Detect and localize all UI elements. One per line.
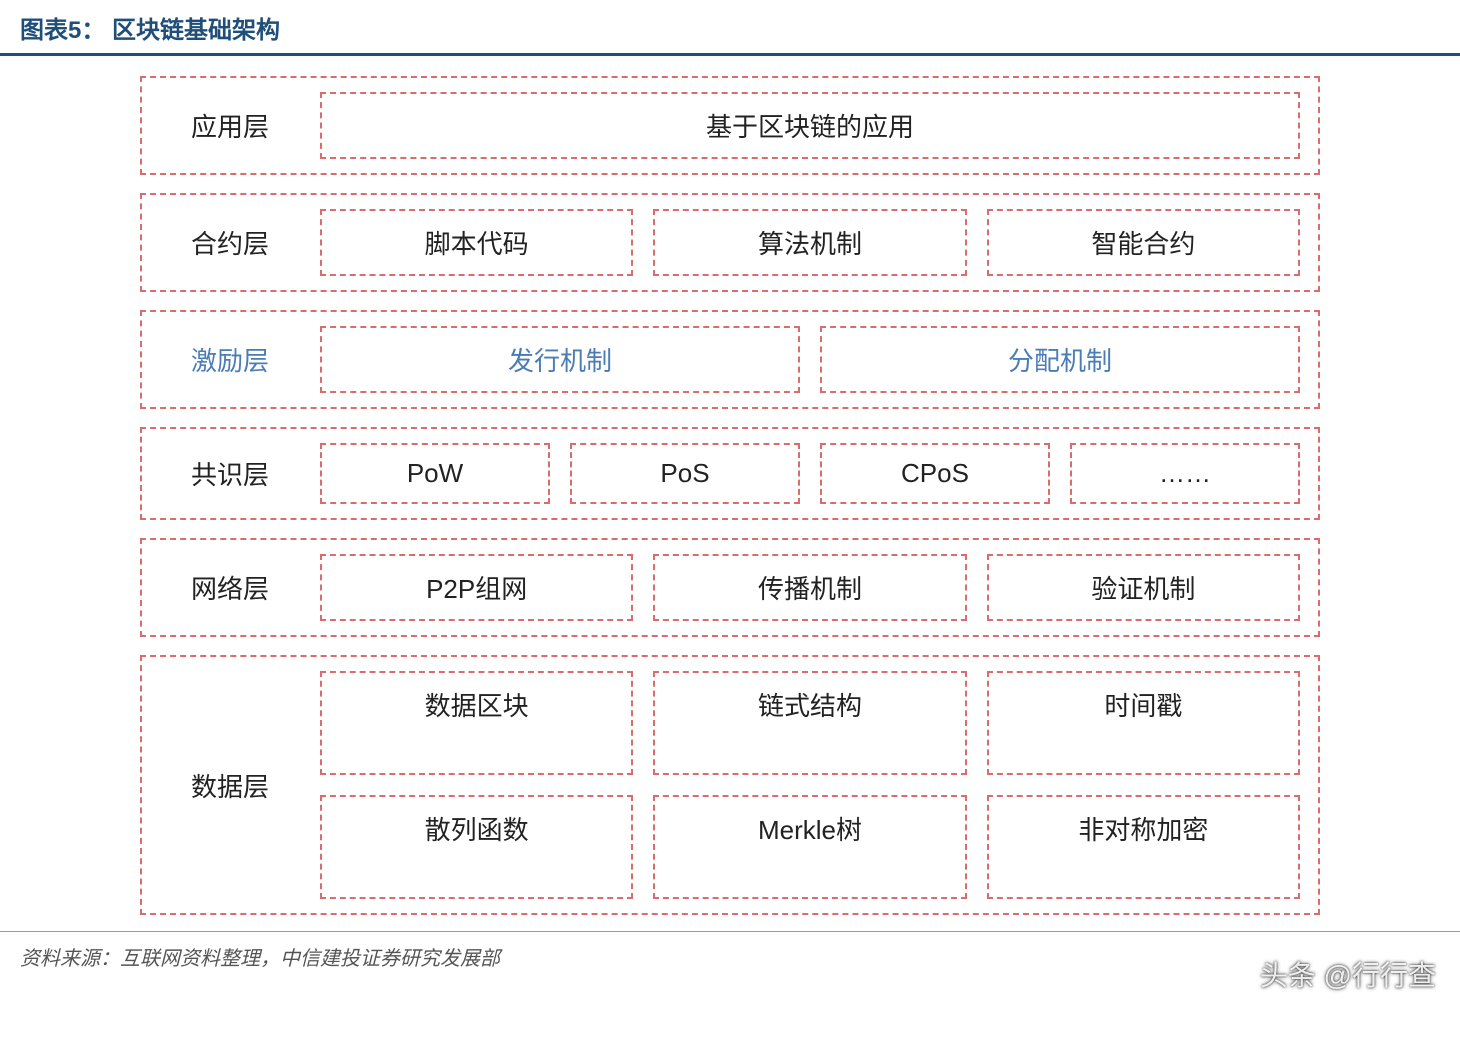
watermark-text: 头条 @行行查 (1260, 954, 1436, 994)
layer-label: 激励层 (160, 341, 300, 378)
layer-label: 共识层 (160, 455, 300, 492)
layer-item: 验证机制 (987, 554, 1300, 621)
layer-label: 合约层 (160, 224, 300, 261)
layer-incentive: 激励层 发行机制 分配机制 (140, 310, 1320, 409)
layer-label: 网络层 (160, 569, 300, 606)
layer-item: 时间戳 (987, 671, 1300, 775)
layer-item: 数据区块 (320, 671, 633, 775)
layer-item: 非对称加密 (987, 795, 1300, 899)
layer-item: 链式结构 (653, 671, 966, 775)
item-row: 散列函数 Merkle树 非对称加密 (320, 795, 1300, 899)
layer-items: 基于区块链的应用 (320, 92, 1300, 159)
layer-items: 发行机制 分配机制 (320, 326, 1300, 393)
blockchain-architecture-diagram: 应用层 基于区块链的应用 合约层 脚本代码 算法机制 智能合约 激励层 发行机制… (0, 56, 1460, 925)
layer-item: 智能合约 (987, 209, 1300, 276)
layer-item: 基于区块链的应用 (320, 92, 1300, 159)
layer-data: 数据层 数据区块 链式结构 时间戳 散列函数 Merkle树 非对称加密 (140, 655, 1320, 915)
figure-source: 资料来源：互联网资料整理，中信建投证券研究发展部 (0, 931, 1460, 981)
layer-item: 散列函数 (320, 795, 633, 899)
layer-item: 分配机制 (820, 326, 1300, 393)
figure-header: 图表5： 区块链基础架构 (0, 0, 1460, 56)
layer-item: PoW (320, 443, 550, 504)
layer-item: 传播机制 (653, 554, 966, 621)
layer-item: Merkle树 (653, 795, 966, 899)
layer-network: 网络层 P2P组网 传播机制 验证机制 (140, 538, 1320, 637)
layer-item: 算法机制 (653, 209, 966, 276)
layer-item: 脚本代码 (320, 209, 633, 276)
layer-item: …… (1070, 443, 1300, 504)
layer-items: 数据区块 链式结构 时间戳 散列函数 Merkle树 非对称加密 (320, 671, 1300, 899)
layer-items: PoW PoS CPoS …… (320, 443, 1300, 504)
layer-contract: 合约层 脚本代码 算法机制 智能合约 (140, 193, 1320, 292)
layer-item: CPoS (820, 443, 1050, 504)
layer-item: PoS (570, 443, 800, 504)
figure-title: 图表5： 区块链基础架构 (20, 10, 1440, 45)
layer-application: 应用层 基于区块链的应用 (140, 76, 1320, 175)
layer-items: 脚本代码 算法机制 智能合约 (320, 209, 1300, 276)
layer-item: P2P组网 (320, 554, 633, 621)
item-row: 数据区块 链式结构 时间戳 (320, 671, 1300, 775)
layer-item: 发行机制 (320, 326, 800, 393)
layer-items: P2P组网 传播机制 验证机制 (320, 554, 1300, 621)
layer-label: 应用层 (160, 107, 300, 144)
layer-label: 数据层 (160, 767, 300, 804)
layer-consensus: 共识层 PoW PoS CPoS …… (140, 427, 1320, 520)
